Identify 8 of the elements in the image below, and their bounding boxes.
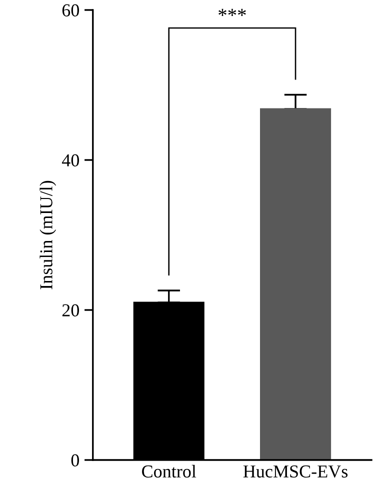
y-tick-label: 60 [62, 4, 79, 16]
y-tick-label: 20 [62, 304, 79, 316]
y-tick-label: 40 [62, 154, 79, 166]
x-tick-label: Control [142, 464, 196, 478]
annotation: *** [218, 8, 246, 16]
y-axis-title: Insulin (mIU/l) [40, 180, 56, 290]
y-tick-label: 0 [71, 454, 79, 466]
x-tick-label: HucMSC-EVs [243, 465, 348, 478]
